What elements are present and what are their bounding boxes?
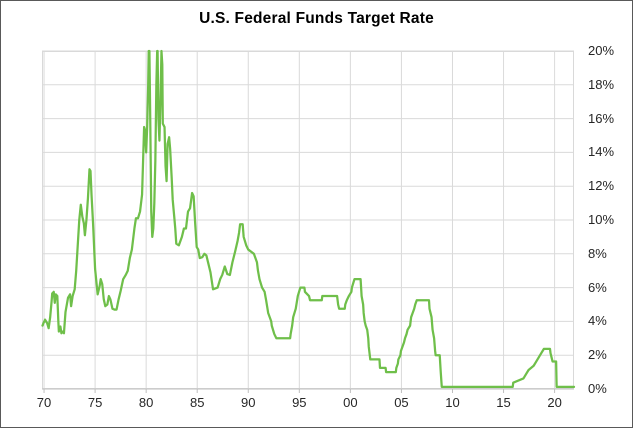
y-tick-label: 2% — [588, 347, 607, 363]
y-tick-label: 6% — [588, 279, 607, 295]
y-tick-label: 0% — [588, 381, 607, 396]
rate-line-series — [41, 49, 576, 389]
x-tick-label: 70 — [36, 395, 52, 410]
x-tick-label: 00 — [343, 395, 358, 410]
y-tick-label: 14% — [588, 144, 615, 160]
x-tick-label: 85 — [189, 395, 205, 410]
x-tick-label: 95 — [292, 395, 307, 410]
plot-area — [41, 49, 576, 393]
x-tick-label: 90 — [241, 395, 256, 410]
x-tick-label: 75 — [87, 395, 103, 410]
x-tick-label: 15 — [496, 395, 511, 410]
chart-title: U.S. Federal Funds Target Rate — [199, 10, 434, 27]
x-tick-label: 05 — [394, 395, 409, 410]
y-tick-label: 16% — [588, 110, 615, 126]
x-tick-label: 80 — [138, 395, 154, 410]
y-tick-label: 4% — [588, 313, 607, 329]
y-tick-label: 20% — [588, 43, 615, 58]
y-tick-label: 8% — [588, 245, 607, 261]
y-tick-label: 12% — [588, 178, 615, 194]
x-tick-label: 10 — [445, 395, 460, 410]
x-tick-label: 20 — [547, 395, 562, 410]
rate-line-chart — [41, 49, 576, 393]
y-tick-label: 18% — [588, 76, 615, 92]
y-tick-label: 10% — [588, 212, 615, 227]
